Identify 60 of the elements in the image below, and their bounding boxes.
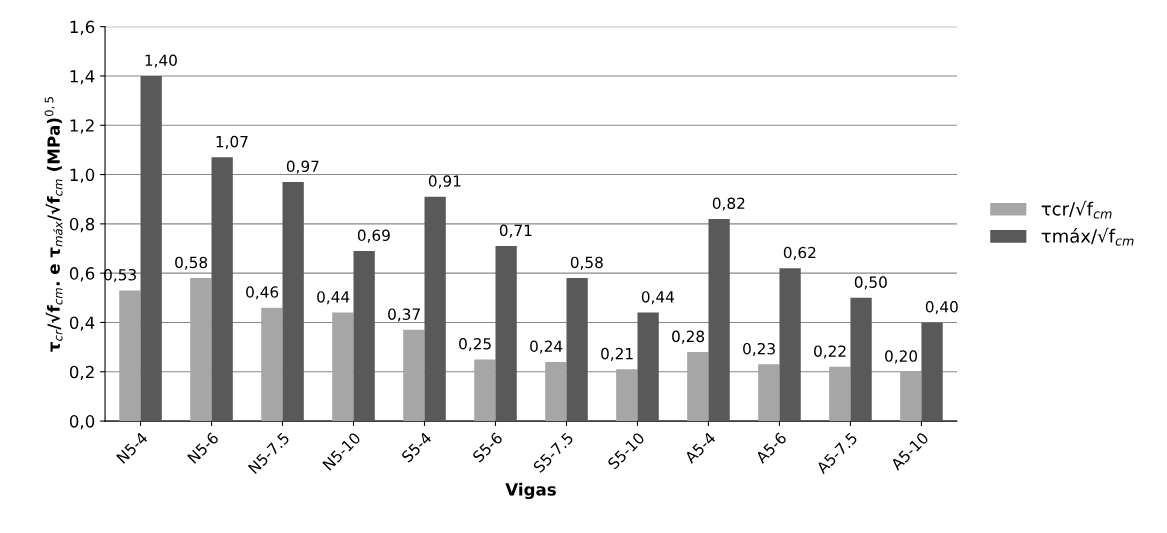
bar bbox=[353, 250, 375, 422]
data-label: 0,25 bbox=[459, 337, 491, 352]
legend-label: τmáx/√f$_{cm}$ bbox=[1041, 227, 1134, 246]
data-label: 0,82 bbox=[712, 197, 745, 211]
data-label: 1,40 bbox=[145, 54, 177, 68]
legend-label: τcr/√f$_{cm}$ bbox=[1041, 200, 1112, 219]
bar bbox=[616, 369, 638, 422]
text: τ$_{cr}$/√f$_{cm}$. e τ$_{máx}$/√f$_{cm}$ (MPa)$^{0,5}$ bbox=[44, 97, 63, 352]
bar bbox=[211, 157, 233, 422]
y-tick-label: 0,0 bbox=[69, 415, 95, 430]
y-tick-label: 1,6 bbox=[70, 20, 95, 35]
data-label: 0,22 bbox=[814, 345, 846, 359]
data-label: 0,97 bbox=[286, 160, 319, 174]
data-label: 0,50 bbox=[854, 276, 887, 290]
bar bbox=[708, 218, 730, 422]
bar bbox=[119, 290, 141, 422]
y-tick-label: 0,8 bbox=[69, 217, 95, 233]
bar bbox=[474, 359, 496, 422]
data-label: 0,28 bbox=[672, 330, 705, 344]
data-label: 0,40 bbox=[925, 301, 958, 315]
y-tick-label: 1,0 bbox=[70, 168, 95, 183]
data-label: 0,24 bbox=[530, 340, 563, 354]
y-tick-label: 0,6 bbox=[69, 267, 95, 282]
bar bbox=[424, 196, 446, 422]
bar bbox=[140, 75, 162, 422]
data-label: 0,69 bbox=[357, 229, 390, 243]
data-label: 0,58 bbox=[175, 256, 208, 270]
bar bbox=[190, 278, 212, 422]
x-axis-title: Vigas bbox=[505, 482, 556, 500]
y-tick-label: 1,4 bbox=[70, 70, 95, 85]
data-label: 0,37 bbox=[388, 308, 420, 322]
bar bbox=[637, 312, 659, 422]
data-label: 0,23 bbox=[743, 342, 775, 357]
bar bbox=[261, 307, 283, 422]
data-label: 1,07 bbox=[216, 135, 248, 149]
bar bbox=[687, 352, 709, 422]
data-label: 0,20 bbox=[885, 350, 918, 364]
data-label: 0,21 bbox=[601, 347, 633, 361]
data-label: 0,44 bbox=[317, 291, 350, 305]
data-label: 0,58 bbox=[570, 256, 603, 270]
data-label: 0,91 bbox=[428, 175, 461, 189]
bar bbox=[921, 322, 943, 422]
y-tick-label: 0,2 bbox=[69, 365, 94, 381]
bar bbox=[332, 312, 354, 422]
bar bbox=[758, 364, 780, 422]
data-label: 0,46 bbox=[246, 286, 279, 300]
bar bbox=[282, 181, 304, 422]
y-tick-label: 0,4 bbox=[69, 316, 95, 331]
bar bbox=[545, 361, 567, 422]
bar bbox=[850, 297, 872, 422]
bar bbox=[779, 268, 801, 422]
bar bbox=[566, 278, 588, 422]
bar bbox=[900, 371, 922, 422]
data-label: 0,71 bbox=[499, 224, 532, 238]
bar bbox=[403, 329, 425, 422]
data-label: 0,44 bbox=[641, 291, 674, 305]
bar bbox=[495, 246, 517, 422]
data-label: 0,62 bbox=[783, 246, 816, 260]
y-tick-label: 1,2 bbox=[70, 119, 94, 134]
bar bbox=[829, 366, 851, 422]
